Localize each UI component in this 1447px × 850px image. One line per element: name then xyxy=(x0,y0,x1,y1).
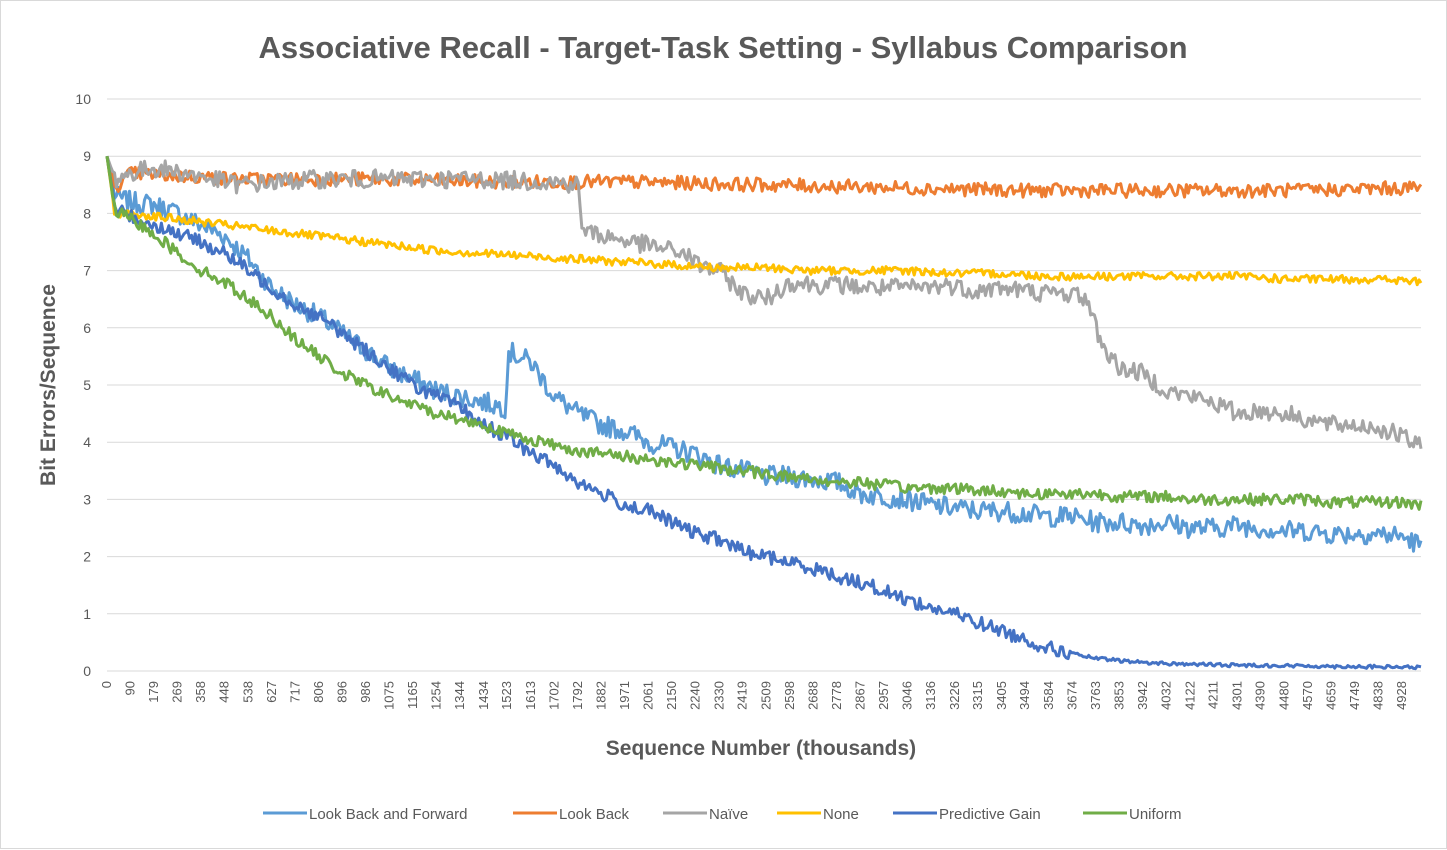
x-tick-label: 4659 xyxy=(1323,681,1338,710)
series-line-4 xyxy=(105,155,1422,671)
x-tick-label: 448 xyxy=(217,681,232,703)
y-tick-label: 7 xyxy=(83,263,91,279)
x-tick-label: 4838 xyxy=(1370,681,1385,710)
x-tick-label: 896 xyxy=(334,681,349,703)
series-line-2 xyxy=(105,155,1423,449)
x-tick-label: 1523 xyxy=(499,681,514,710)
legend-label: Predictive Gain xyxy=(939,806,1041,823)
legend-label: Look Back xyxy=(559,806,630,823)
x-tick-label: 806 xyxy=(311,681,326,703)
y-tick-label: 10 xyxy=(75,91,91,107)
x-tick-label: 2509 xyxy=(758,681,773,710)
x-tick-label: 358 xyxy=(193,681,208,703)
x-tick-label: 3494 xyxy=(1017,681,1032,710)
x-tick-label: 0 xyxy=(99,681,114,688)
series-line-0 xyxy=(105,155,1423,553)
x-tick-label: 4928 xyxy=(1394,681,1409,710)
x-tick-label: 1882 xyxy=(594,681,609,710)
x-tick-label: 2778 xyxy=(829,681,844,710)
x-tick-label: 1165 xyxy=(405,681,420,709)
x-tick-label: 717 xyxy=(287,681,302,703)
y-tick-label: 5 xyxy=(83,377,91,393)
legend-label: Look Back and Forward xyxy=(309,806,467,823)
x-tick-label: 90 xyxy=(123,681,138,695)
x-tick-label: 2240 xyxy=(688,681,703,710)
series-line-3 xyxy=(105,155,1423,287)
x-tick-label: 3315 xyxy=(970,681,985,710)
x-tick-label: 4211 xyxy=(1206,681,1221,709)
series-lines xyxy=(105,155,1423,671)
x-tick-label: 2330 xyxy=(711,681,726,710)
x-tick-label: 4749 xyxy=(1347,681,1362,710)
y-tick-label: 4 xyxy=(83,434,91,450)
x-tick-label: 269 xyxy=(170,681,185,703)
x-tick-label: 1075 xyxy=(382,681,397,710)
x-tick-label: 3942 xyxy=(1135,681,1150,710)
x-tick-label: 1702 xyxy=(546,681,561,710)
x-tick-label: 2419 xyxy=(735,681,750,710)
y-axis-title: Bit Errors/Sequence xyxy=(37,284,60,486)
legend-label: Uniform xyxy=(1129,806,1182,823)
x-tick-label: 2150 xyxy=(664,681,679,710)
x-tick-label: 3853 xyxy=(1112,681,1127,710)
x-tick-label: 2061 xyxy=(641,681,656,710)
y-tick-label: 2 xyxy=(83,549,91,565)
x-axis-ticks: 0 90 179 269 358 448 538 627 717 806 896 986 1075 116… xyxy=(99,681,1409,710)
x-tick-label: 1971 xyxy=(617,681,632,710)
x-tick-label: 2598 xyxy=(782,681,797,710)
x-tick-label: 3226 xyxy=(947,681,962,710)
x-tick-label: 4032 xyxy=(1159,681,1174,710)
x-tick-label: 1434 xyxy=(476,681,491,710)
y-tick-label: 9 xyxy=(83,148,91,164)
x-tick-label: 179 xyxy=(146,681,161,703)
x-tick-label: 2688 xyxy=(805,681,820,710)
legend-label: None xyxy=(823,806,859,823)
x-tick-label: 1344 xyxy=(452,681,467,710)
y-tick-label: 3 xyxy=(83,491,91,507)
chart-title: Associative Recall - Target-Task Setting… xyxy=(258,30,1187,65)
x-tick-label: 3136 xyxy=(923,681,938,710)
y-tick-label: 6 xyxy=(83,320,91,336)
x-tick-label: 3674 xyxy=(1065,681,1080,710)
x-tick-label: 2867 xyxy=(852,681,867,710)
x-tick-label: 3584 xyxy=(1041,681,1056,710)
y-tick-label: 1 xyxy=(83,606,91,622)
x-tick-label: 4122 xyxy=(1182,681,1197,710)
legend: Look Back and Forward Look Back Naïve None P… xyxy=(263,806,1182,823)
y-tick-label: 0 xyxy=(83,663,91,679)
x-tick-label: 4480 xyxy=(1276,681,1291,710)
x-tick-label: 4390 xyxy=(1253,681,1268,710)
x-tick-label: 627 xyxy=(264,681,279,703)
series-line-5 xyxy=(105,155,1423,511)
x-tick-label: 3046 xyxy=(899,681,914,710)
y-tick-label: 8 xyxy=(83,205,91,221)
legend-label: Naïve xyxy=(709,806,748,823)
x-tick-label: 4301 xyxy=(1229,681,1244,710)
x-tick-label: 1254 xyxy=(429,681,444,710)
x-tick-label: 4570 xyxy=(1300,681,1315,710)
x-tick-label: 538 xyxy=(240,681,255,703)
x-tick-label: 1792 xyxy=(570,681,585,710)
x-tick-label: 3763 xyxy=(1088,681,1103,710)
x-tick-label: 3405 xyxy=(994,681,1009,710)
y-axis-ticks: 0 1 2 3 4 5 6 7 8 9 10 xyxy=(75,91,91,679)
x-tick-label: 1613 xyxy=(523,681,538,710)
x-tick-label: 986 xyxy=(358,681,373,703)
x-tick-label: 2957 xyxy=(876,681,891,710)
x-axis-title: Sequence Number (thousands) xyxy=(606,737,916,760)
